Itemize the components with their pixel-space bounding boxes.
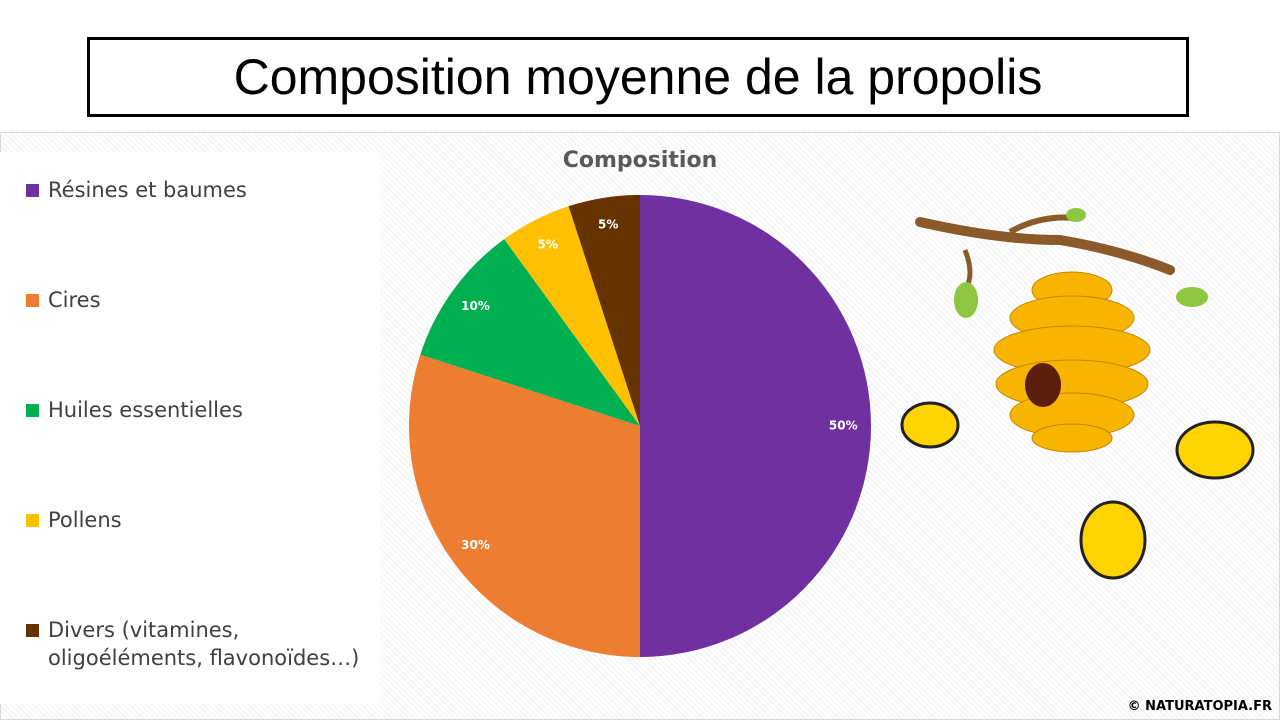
legend-item: Divers (vitamines, oligoéléments, flavon… [26, 616, 376, 672]
legend-item: Huiles essentielles [26, 396, 376, 424]
data-label: 10% [461, 299, 490, 313]
hive-illustration [900, 208, 1255, 580]
data-label: 5% [538, 237, 558, 251]
legend-label: Pollens [48, 508, 122, 532]
pie-slice [504, 206, 640, 426]
legend-label: Divers (vitamines, oligoéléments, flavon… [48, 618, 360, 670]
legend-label: Résines et baumes [48, 178, 247, 202]
legend-swatch [26, 624, 39, 637]
legend-label: Huiles essentielles [48, 398, 243, 422]
legend-item: Cires [26, 286, 376, 314]
legend: Résines et baumes Cires Huiles essentielle… [0, 152, 380, 704]
legend-swatch [26, 294, 39, 307]
legend-swatch [26, 404, 39, 417]
data-label: 30% [461, 538, 490, 552]
legend-item: Pollens [26, 506, 376, 534]
legend-item: Résines et baumes [26, 176, 376, 204]
legend-swatch [26, 184, 39, 197]
pie-slice [568, 195, 640, 426]
slide-title: Composition moyenne de la propolis [87, 37, 1189, 117]
pie-slice [640, 195, 871, 657]
legend-swatch [26, 514, 39, 527]
legend-label: Cires [48, 288, 101, 312]
credit: © NATURATOPIA.FR [1127, 699, 1272, 714]
chart-title: Composition [563, 148, 718, 173]
data-label: 5% [598, 218, 618, 232]
data-label: 50% [829, 419, 858, 433]
pie-slice [409, 354, 640, 657]
pie-slice [420, 239, 640, 426]
